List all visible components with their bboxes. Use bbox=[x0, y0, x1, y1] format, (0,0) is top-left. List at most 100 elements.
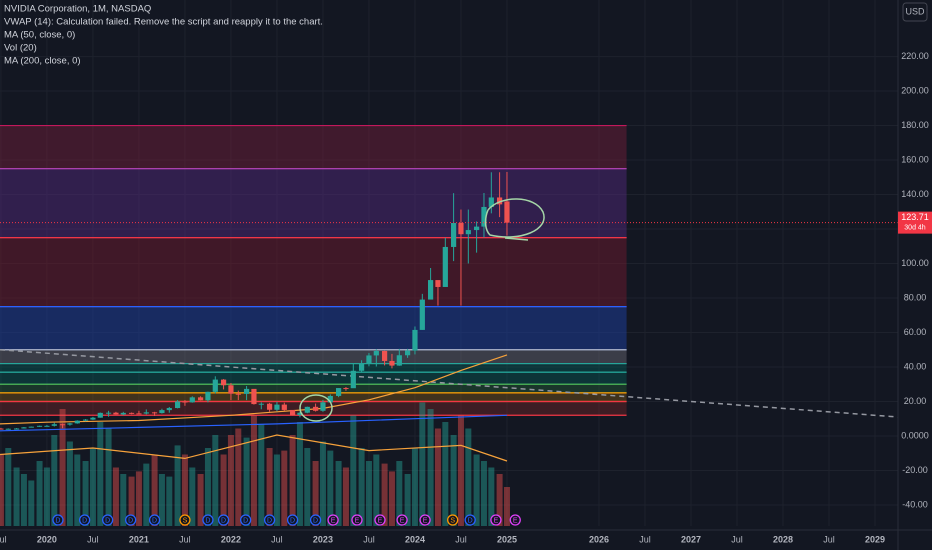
volume-bar bbox=[227, 435, 234, 526]
candle-body bbox=[327, 395, 333, 403]
volume-bar bbox=[434, 428, 441, 526]
event-label: S bbox=[183, 517, 188, 524]
candle-body bbox=[251, 388, 257, 405]
volume-bar bbox=[128, 476, 135, 526]
price-zone bbox=[0, 237, 627, 307]
event-marker bbox=[148, 514, 161, 526]
volume-bar bbox=[28, 480, 35, 526]
volume-bar bbox=[151, 454, 158, 526]
candle-body bbox=[159, 410, 165, 414]
candle-body bbox=[504, 201, 510, 223]
candle-body bbox=[151, 412, 158, 414]
drawn-circle bbox=[299, 394, 333, 422]
volume-bar bbox=[135, 471, 142, 526]
event-label: D bbox=[105, 517, 110, 524]
currency-button[interactable] bbox=[902, 2, 928, 22]
event-marker bbox=[240, 514, 252, 526]
x-tick-label: Jul bbox=[639, 534, 651, 544]
candle-body bbox=[451, 222, 457, 247]
event-label: D bbox=[55, 517, 60, 524]
candle-body bbox=[474, 226, 480, 231]
y-tick-label: 20.00 bbox=[904, 396, 927, 406]
y-tick-label: 140.00 bbox=[901, 189, 929, 199]
volume-bar bbox=[450, 435, 457, 526]
volume-bar bbox=[158, 474, 165, 526]
x-tick-label: 2025 bbox=[497, 534, 517, 544]
volume-bar bbox=[273, 454, 280, 526]
volume-bar bbox=[181, 454, 188, 526]
event-label: E bbox=[513, 517, 518, 524]
volume-bar bbox=[404, 474, 411, 526]
event-label: D bbox=[128, 517, 133, 524]
event-marker bbox=[374, 514, 386, 526]
volume-bar bbox=[327, 450, 334, 526]
candle-body bbox=[281, 404, 287, 410]
x-tick-label: 2026 bbox=[589, 534, 609, 544]
candle-body bbox=[0, 428, 4, 430]
legend-title: NVIDIA Corporation, 1M, NASDAQ bbox=[4, 4, 151, 15]
volume-bar bbox=[89, 448, 96, 526]
candle-body bbox=[258, 403, 264, 405]
candle-body bbox=[320, 402, 326, 411]
volume-bar bbox=[289, 435, 296, 526]
volume-bar bbox=[503, 487, 510, 526]
x-tick-label: Jul bbox=[0, 534, 7, 544]
legend-indicator: MA (200, close, 0) bbox=[4, 56, 81, 67]
y-tick-label: -40.00 bbox=[902, 499, 928, 509]
x-tick-label: Jul bbox=[179, 534, 191, 544]
volume-ma-line bbox=[0, 434, 508, 462]
y-tick-label: 220.00 bbox=[901, 51, 929, 61]
volume-bar bbox=[51, 435, 58, 526]
event-marker bbox=[419, 514, 431, 526]
volume-bar bbox=[396, 461, 403, 526]
event-label: D bbox=[267, 517, 272, 524]
y-tick-label: 40.00 bbox=[904, 361, 927, 371]
volume-bar bbox=[82, 461, 89, 526]
event-marker bbox=[351, 514, 363, 526]
candle-body bbox=[136, 413, 142, 415]
candle-body bbox=[274, 404, 280, 410]
event-marker bbox=[52, 514, 64, 526]
price-zone bbox=[0, 392, 627, 402]
x-tick-label: 2021 bbox=[129, 534, 149, 544]
volume-bar bbox=[373, 454, 380, 526]
candle-body bbox=[465, 230, 471, 235]
volume-bar bbox=[296, 422, 303, 526]
event-label: D bbox=[313, 517, 318, 524]
last-price-box bbox=[898, 211, 932, 234]
last-price-label: 123.71 bbox=[901, 212, 929, 222]
volume-bar bbox=[480, 461, 487, 526]
price-zone bbox=[0, 125, 627, 169]
x-tick-label: 2024 bbox=[405, 534, 425, 544]
price-zone bbox=[0, 168, 627, 238]
x-tick-label: Jul bbox=[823, 534, 835, 544]
volume-bar bbox=[427, 409, 434, 526]
candle-body bbox=[497, 197, 503, 205]
volume-bar bbox=[442, 422, 449, 526]
volume-bar bbox=[457, 415, 464, 526]
volume-bar bbox=[342, 467, 349, 526]
drawn-circle bbox=[484, 198, 545, 241]
candle-body bbox=[389, 360, 395, 366]
candle-body bbox=[120, 412, 126, 415]
candle-body bbox=[235, 393, 241, 395]
candle-body bbox=[297, 412, 303, 416]
x-tick-label: 2027 bbox=[681, 534, 701, 544]
candle-body bbox=[350, 370, 356, 389]
currency-label[interactable]: USD bbox=[905, 6, 925, 16]
volume-bar bbox=[13, 467, 20, 526]
volume-bar bbox=[350, 415, 357, 526]
candle-body bbox=[51, 424, 57, 426]
y-tick-label: 60.00 bbox=[904, 327, 927, 337]
x-tick-label: 2022 bbox=[221, 534, 241, 544]
volume-bar bbox=[473, 454, 480, 526]
candle-body bbox=[113, 412, 119, 415]
candle-body bbox=[458, 222, 464, 235]
candle-body bbox=[90, 417, 96, 420]
price-zone bbox=[0, 349, 627, 364]
event-label: E bbox=[355, 517, 360, 524]
event-marker bbox=[202, 514, 214, 526]
candle-body bbox=[166, 408, 172, 411]
countdown-label: 30d 4h bbox=[904, 224, 926, 231]
